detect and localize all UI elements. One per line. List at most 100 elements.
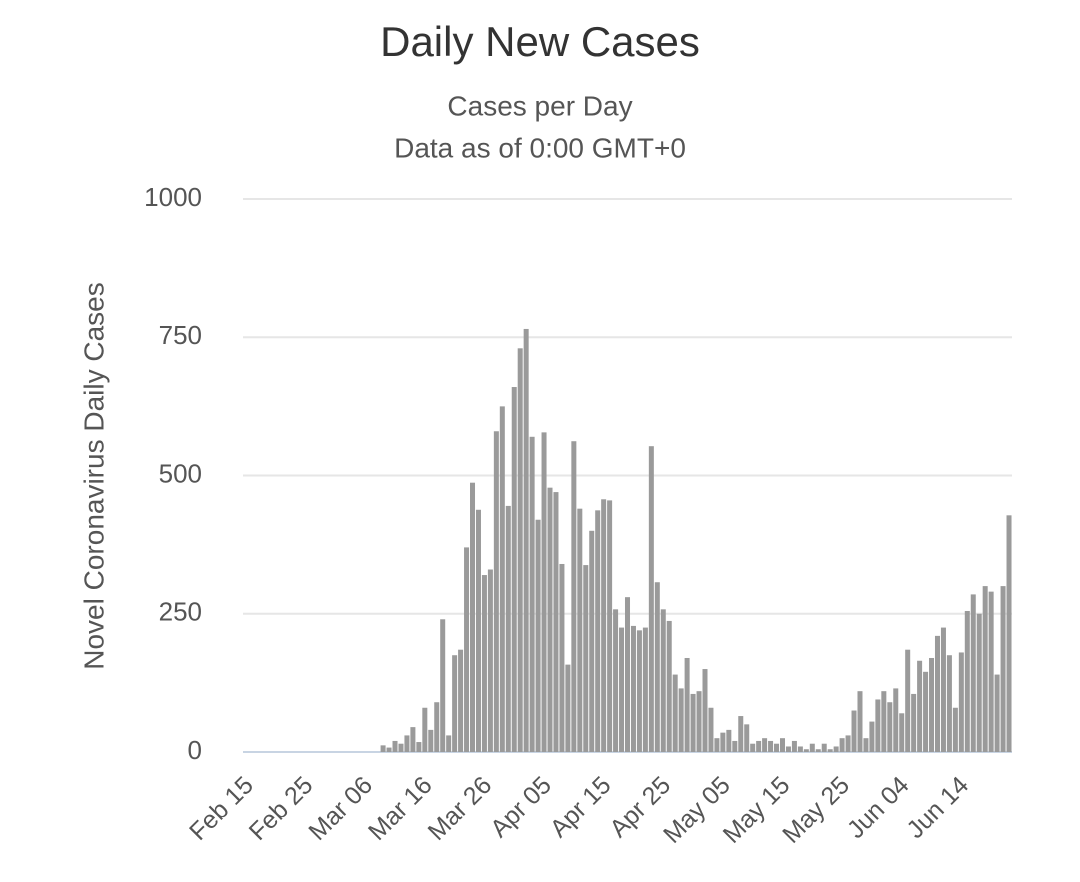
bar (929, 657, 935, 752)
bar (619, 627, 625, 752)
bar (827, 749, 833, 752)
bar (988, 591, 994, 752)
bar (821, 743, 827, 752)
bar (970, 594, 976, 752)
bar (1006, 515, 1012, 752)
bar (958, 652, 964, 752)
bar (523, 328, 529, 752)
bar (398, 743, 404, 752)
y-tick-label: 0 (188, 735, 202, 765)
bar (595, 510, 601, 752)
x-tick-label: Jun 04 (842, 771, 915, 844)
bar (809, 743, 815, 752)
bar (416, 742, 422, 752)
x-tick-label: Mar 06 (303, 771, 378, 846)
bar (678, 688, 684, 752)
bar (380, 745, 386, 752)
bar (386, 747, 392, 752)
bar (803, 749, 809, 752)
bar (690, 693, 696, 752)
bar (392, 740, 398, 752)
x-tick-label: Mar 16 (363, 771, 438, 846)
chart-subtitle: Data as of 0:00 GMT+0 (394, 132, 686, 163)
bar (481, 575, 487, 752)
bar (768, 740, 774, 752)
bar (559, 563, 565, 752)
bar (696, 691, 702, 752)
bar (648, 446, 654, 752)
bar (446, 735, 452, 752)
bar (881, 691, 887, 752)
bar (630, 625, 636, 752)
y-tick-label: 500 (159, 458, 202, 488)
chart-title: Daily New Cases (380, 18, 700, 65)
bar (917, 660, 923, 752)
x-tick-label: Apr 15 (545, 771, 617, 843)
bar (714, 738, 720, 752)
bar (857, 691, 863, 752)
bar (744, 724, 750, 752)
bar (475, 509, 481, 752)
bar (875, 699, 881, 752)
bar (535, 519, 541, 752)
bar (893, 688, 899, 752)
bar (654, 582, 660, 752)
bar (607, 500, 613, 752)
bar (923, 671, 929, 752)
bar (815, 749, 821, 752)
bar (940, 627, 946, 752)
bar (464, 547, 470, 752)
bar (779, 738, 785, 752)
x-tick-label: May 05 (658, 771, 736, 849)
x-tick-label: May 25 (777, 771, 855, 849)
y-tick-label: 250 (159, 597, 202, 627)
bar (410, 727, 416, 752)
bar (684, 657, 690, 752)
x-tick-label: May 15 (718, 771, 796, 849)
x-tick-label: Feb 15 (184, 771, 259, 846)
bar (511, 387, 517, 752)
bar (589, 530, 595, 752)
bar (756, 740, 762, 752)
x-tick-label: Feb 25 (244, 771, 319, 846)
bar (499, 406, 505, 752)
bar (601, 499, 607, 752)
bar (487, 569, 493, 752)
bar (505, 505, 511, 752)
bar (660, 609, 666, 752)
bar (404, 735, 410, 752)
bar (624, 597, 631, 752)
bar (636, 630, 642, 752)
bar (493, 431, 499, 752)
bar (982, 586, 988, 752)
bar (934, 635, 940, 752)
bar (785, 746, 791, 752)
bar (887, 702, 893, 752)
bar (738, 716, 744, 752)
bar (708, 707, 714, 752)
bar (702, 669, 708, 752)
bar (905, 649, 911, 752)
bar (976, 613, 982, 752)
bar (583, 565, 589, 752)
bar (666, 620, 672, 752)
bar (732, 740, 738, 752)
bar (422, 707, 428, 752)
bar (750, 743, 756, 752)
bar (672, 674, 678, 752)
bar (833, 746, 839, 752)
bar (946, 655, 952, 752)
bar (720, 732, 726, 752)
bar (553, 492, 559, 752)
y-axis-title: Novel Coronavirus Daily Cases (78, 282, 109, 669)
bar (452, 655, 458, 752)
bar (797, 746, 803, 752)
y-tick-label: 750 (159, 320, 202, 350)
bar (428, 729, 434, 752)
bar (791, 740, 797, 752)
bar (994, 674, 1000, 752)
bar (899, 713, 905, 752)
bar (762, 738, 768, 752)
bar (1000, 586, 1006, 752)
